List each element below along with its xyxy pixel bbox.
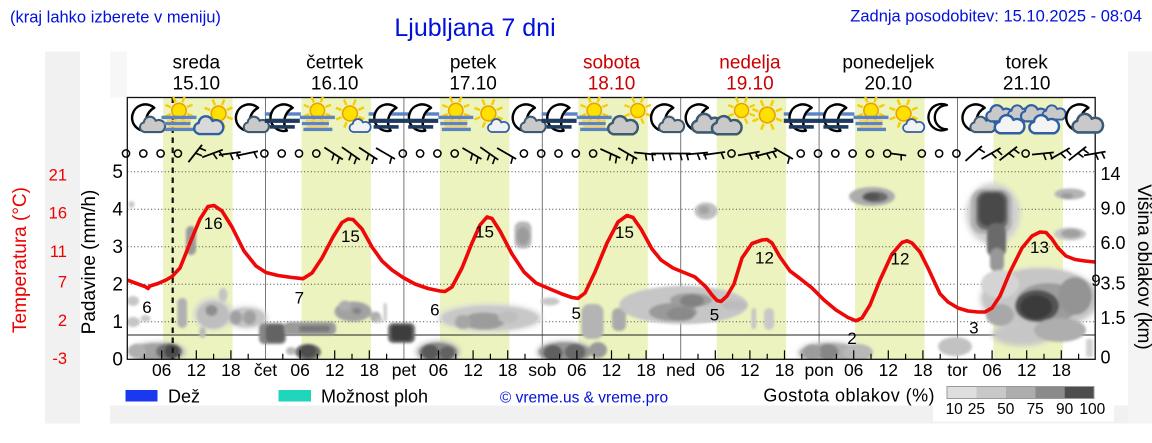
svg-text:ned: ned bbox=[666, 360, 695, 380]
svg-text:15: 15 bbox=[341, 227, 360, 246]
svg-text:18.10: 18.10 bbox=[588, 74, 636, 95]
svg-text:9.0: 9.0 bbox=[1101, 199, 1126, 219]
svg-text:3.5: 3.5 bbox=[1101, 274, 1126, 294]
svg-text:Dež: Dež bbox=[168, 387, 200, 407]
svg-text:tor: tor bbox=[947, 360, 968, 380]
svg-text:pon: pon bbox=[804, 360, 833, 380]
svg-text:06: 06 bbox=[706, 360, 725, 380]
svg-text:Višina oblakov (km): Višina oblakov (km) bbox=[1133, 184, 1152, 349]
svg-text:pet: pet bbox=[392, 360, 416, 380]
svg-text:12: 12 bbox=[602, 360, 621, 380]
svg-text:15: 15 bbox=[475, 223, 494, 242]
svg-text:18: 18 bbox=[775, 360, 794, 380]
svg-text:9: 9 bbox=[1091, 271, 1100, 290]
svg-text:2: 2 bbox=[847, 329, 856, 348]
svg-text:13: 13 bbox=[1030, 238, 1049, 257]
svg-text:7: 7 bbox=[295, 289, 304, 308]
svg-text:06: 06 bbox=[152, 360, 171, 380]
svg-text:2: 2 bbox=[58, 312, 67, 330]
svg-text:3: 3 bbox=[969, 319, 978, 338]
svg-text:Padavine (mm/h): Padavine (mm/h) bbox=[79, 190, 100, 335]
svg-text:06: 06 bbox=[844, 360, 863, 380]
svg-text:12: 12 bbox=[891, 250, 910, 269]
svg-text:(kraj lahko izberete v meniju): (kraj lahko izberete v meniju) bbox=[10, 9, 221, 27]
svg-text:sreda: sreda bbox=[173, 53, 221, 74]
svg-text:20.10: 20.10 bbox=[865, 74, 913, 95]
svg-text:10: 10 bbox=[946, 401, 964, 418]
svg-text:4: 4 bbox=[112, 199, 123, 220]
svg-text:1.5: 1.5 bbox=[1101, 308, 1126, 328]
svg-text:18: 18 bbox=[221, 360, 240, 380]
svg-text:sob: sob bbox=[528, 360, 556, 380]
svg-text:© vreme.us & vreme.pro: © vreme.us & vreme.pro bbox=[500, 390, 668, 407]
svg-text:16: 16 bbox=[49, 205, 67, 223]
svg-text:0: 0 bbox=[112, 349, 123, 370]
svg-text:21.10: 21.10 bbox=[1003, 74, 1051, 95]
svg-text:2: 2 bbox=[112, 274, 123, 295]
svg-text:12: 12 bbox=[879, 360, 898, 380]
svg-text:7: 7 bbox=[58, 274, 67, 292]
svg-text:100: 100 bbox=[1079, 401, 1105, 418]
svg-text:6: 6 bbox=[142, 298, 151, 317]
svg-text:06: 06 bbox=[567, 360, 586, 380]
svg-text:12: 12 bbox=[755, 249, 774, 268]
svg-text:16: 16 bbox=[204, 214, 223, 233]
svg-text:Ljubljana 7 dni: Ljubljana 7 dni bbox=[394, 14, 555, 42]
svg-text:16.10: 16.10 bbox=[311, 74, 359, 95]
svg-text:21: 21 bbox=[49, 166, 67, 184]
svg-text:torek: torek bbox=[1006, 53, 1049, 74]
svg-text:75: 75 bbox=[1027, 401, 1044, 418]
svg-text:ponedeljek: ponedeljek bbox=[842, 53, 934, 74]
svg-text:5: 5 bbox=[571, 304, 580, 323]
svg-text:0: 0 bbox=[1101, 348, 1111, 368]
svg-text:Gostota oblakov (%): Gostota oblakov (%) bbox=[763, 386, 935, 406]
svg-text:18: 18 bbox=[498, 360, 517, 380]
svg-text:5: 5 bbox=[112, 162, 123, 183]
svg-text:12: 12 bbox=[325, 360, 344, 380]
svg-text:25: 25 bbox=[968, 401, 985, 418]
svg-text:6.0: 6.0 bbox=[1101, 233, 1126, 253]
svg-text:18: 18 bbox=[360, 360, 379, 380]
svg-text:12: 12 bbox=[1017, 360, 1036, 380]
svg-text:14: 14 bbox=[1101, 164, 1121, 184]
svg-text:12: 12 bbox=[463, 360, 482, 380]
svg-text:50: 50 bbox=[997, 401, 1015, 418]
svg-text:15.10: 15.10 bbox=[173, 74, 221, 95]
svg-text:06: 06 bbox=[982, 360, 1001, 380]
svg-text:nedelja: nedelja bbox=[719, 53, 781, 74]
svg-text:3: 3 bbox=[112, 237, 123, 258]
svg-text:06: 06 bbox=[429, 360, 448, 380]
svg-text:18: 18 bbox=[913, 360, 932, 380]
svg-text:18: 18 bbox=[636, 360, 655, 380]
svg-text:Možnost ploh: Možnost ploh bbox=[321, 387, 428, 407]
svg-text:sobota: sobota bbox=[583, 53, 640, 74]
svg-text:-3: -3 bbox=[52, 350, 67, 368]
svg-text:1: 1 bbox=[112, 312, 123, 333]
svg-text:11: 11 bbox=[50, 243, 67, 261]
svg-text:Temperatura (°C): Temperatura (°C) bbox=[10, 187, 31, 333]
svg-text:06: 06 bbox=[290, 360, 309, 380]
svg-text:čet: čet bbox=[254, 360, 277, 380]
svg-text:6: 6 bbox=[430, 301, 439, 320]
svg-text:12: 12 bbox=[740, 360, 759, 380]
svg-text:12: 12 bbox=[187, 360, 206, 380]
svg-text:Zadnja posodobitev: 15.10.2025: Zadnja posodobitev: 15.10.2025 - 08:04 bbox=[850, 8, 1142, 26]
svg-text:90: 90 bbox=[1056, 401, 1074, 418]
svg-text:18: 18 bbox=[1052, 360, 1071, 380]
svg-text:19.10: 19.10 bbox=[726, 74, 774, 95]
svg-text:15: 15 bbox=[615, 223, 634, 242]
svg-text:četrtek: četrtek bbox=[306, 53, 364, 74]
svg-text:17.10: 17.10 bbox=[449, 74, 497, 95]
svg-text:5: 5 bbox=[710, 306, 719, 325]
svg-text:petek: petek bbox=[450, 53, 497, 74]
